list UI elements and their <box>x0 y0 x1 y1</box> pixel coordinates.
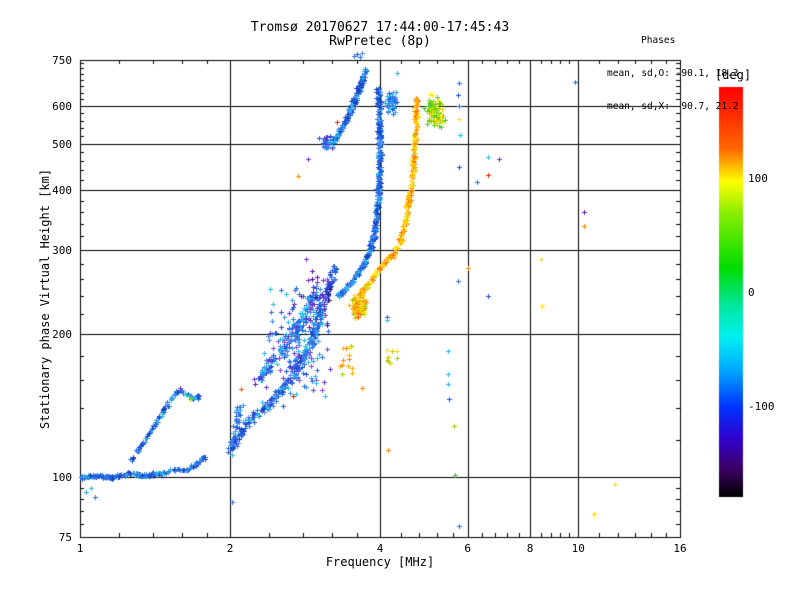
x-tick-label: 16 <box>673 542 687 555</box>
y-tick-label: 500 <box>52 137 72 151</box>
y-tick-label: 100 <box>52 471 72 485</box>
x-tick-label: 1 <box>76 542 84 555</box>
plot-subtitle: RwPretec (8p) <box>329 34 431 49</box>
x-tick-label: 8 <box>526 542 534 555</box>
x-tick-label: 6 <box>464 542 472 555</box>
phase-stats-heading: Phases <box>641 35 676 46</box>
x-tick-label: 4 <box>376 542 384 555</box>
phase-stats-o-line: mean, sd,O: -90.1, 18.3 <box>607 68 739 79</box>
phase-stats-x-line: mean, sd,X: 90.7, 21.2 <box>607 101 739 112</box>
plot-title: Tromsø 20170627 17:44:00-17:45:43 <box>250 20 510 35</box>
x-tick-label: 2 <box>226 542 234 555</box>
y-tick-label: 750 <box>52 54 72 67</box>
colorbar-tick-label: 100 <box>748 172 768 186</box>
y-tick-label: 300 <box>52 243 72 257</box>
colorbar-tick-label: -100 <box>748 399 775 413</box>
y-tick-label: 200 <box>52 327 72 341</box>
x-axis-label: Frequency [MHz] <box>325 555 435 569</box>
phase-stats: Phases mean, sd,O: -90.1, 18.3 mean, sd,… <box>607 13 787 134</box>
colorbar-title: [deg] <box>714 68 752 82</box>
y-tick-label: 600 <box>52 100 72 114</box>
y-tick-label: 400 <box>52 184 72 198</box>
colorbar-tick-label: 0 <box>748 286 755 299</box>
y-tick-label: 75 <box>58 531 72 544</box>
x-tick-label: 10 <box>571 542 585 555</box>
